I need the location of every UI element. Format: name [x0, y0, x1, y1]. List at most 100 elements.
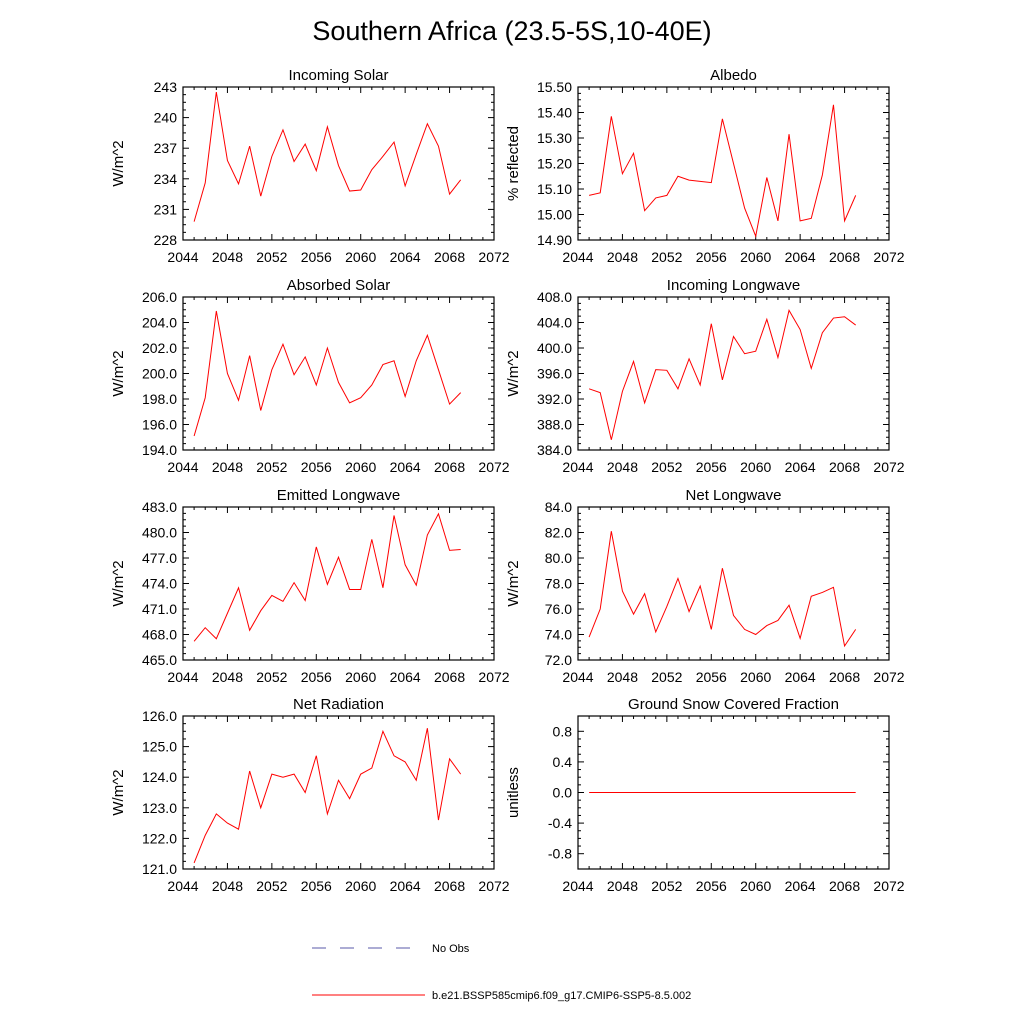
- y-tick-label: 15.10: [537, 181, 572, 197]
- y-tick-label: 474.0: [142, 576, 177, 592]
- y-tick-label: 0.4: [553, 754, 573, 770]
- x-tick-label: 2052: [256, 878, 287, 894]
- y-tick-label: 240: [154, 110, 178, 126]
- y-tick-label: 82.0: [545, 525, 572, 541]
- y-tick-label: 0.8: [553, 723, 573, 739]
- y-tick-label: 15.20: [537, 156, 572, 172]
- series-line: [588, 531, 857, 648]
- y-tick-label: 15.50: [537, 79, 572, 95]
- x-tick-label: 2052: [256, 669, 287, 685]
- x-tick-label: 2064: [785, 669, 816, 685]
- y-tick-label: 388.0: [537, 417, 572, 433]
- y-tick-label: 124.0: [142, 769, 177, 785]
- x-tick-label: 2068: [829, 878, 860, 894]
- series-line: [193, 728, 462, 864]
- x-tick-label: 2052: [256, 249, 287, 265]
- y-tick-label: 396.0: [537, 366, 572, 382]
- x-tick-label: 2056: [696, 878, 727, 894]
- legend: No Obs b.e21.BSSP585cmip6.f09_g17.CMIP6-…: [312, 943, 691, 1002]
- y-tick-label: 76.0: [545, 601, 572, 617]
- y-tick-label: 196.0: [142, 417, 177, 433]
- y-axis-label: W/m^2: [110, 350, 127, 396]
- x-tick-label: 2052: [651, 249, 682, 265]
- y-tick-label: 126.0: [142, 708, 177, 724]
- legend-model-label: b.e21.BSSP585cmip6.f09_g17.CMIP6-SSP5-8.…: [432, 990, 691, 1002]
- y-axis-label: W/m^2: [110, 140, 127, 186]
- y-tick-label: 15.00: [537, 207, 572, 223]
- plot-frame: [577, 506, 890, 661]
- y-tick-label: 471.0: [142, 601, 177, 617]
- x-tick-label: 2052: [256, 459, 287, 475]
- x-tick-label: 2044: [167, 249, 198, 265]
- x-tick-label: 2060: [345, 459, 376, 475]
- plot-frame: [182, 296, 495, 451]
- chart-title: Net Radiation: [293, 696, 384, 713]
- plot-frame: [577, 715, 890, 870]
- y-tick-label: 15.40: [537, 105, 572, 121]
- x-tick-label: 2068: [434, 669, 465, 685]
- x-tick-label: 2068: [434, 249, 465, 265]
- y-tick-label: 231: [154, 201, 178, 217]
- x-tick-label: 2072: [873, 249, 904, 265]
- x-tick-label: 2060: [345, 669, 376, 685]
- chart-panel: Net Longwave 2044 2048 2052 2056 2060 2064 2068…: [505, 487, 905, 685]
- chart-panel: Incoming Longwave 2044 2048 2052 2056 2060 206…: [505, 277, 905, 475]
- x-tick-label: 2064: [785, 459, 816, 475]
- chart-title: Incoming Solar: [288, 67, 388, 84]
- plot-frame: [182, 506, 495, 661]
- y-tick-label: 483.0: [142, 499, 177, 515]
- x-tick-label: 2060: [345, 878, 376, 894]
- y-tick-label: 198.0: [142, 391, 177, 407]
- y-tick-label: 384.0: [537, 442, 572, 458]
- x-tick-label: 2044: [562, 669, 593, 685]
- chart-panel: Incoming Solar 2044 2048 2052 2056 2060 2064 20…: [110, 67, 510, 265]
- y-tick-label: -0.4: [548, 815, 572, 831]
- y-tick-label: 194.0: [142, 442, 177, 458]
- series-line: [193, 92, 462, 222]
- x-tick-label: 2072: [478, 669, 509, 685]
- y-tick-label: 122.0: [142, 830, 177, 846]
- x-tick-label: 2056: [696, 669, 727, 685]
- series-line: [193, 310, 462, 437]
- y-tick-label: 72.0: [545, 652, 572, 668]
- x-tick-label: 2048: [607, 669, 638, 685]
- x-tick-label: 2044: [167, 669, 198, 685]
- x-tick-label: 2052: [651, 459, 682, 475]
- x-tick-label: 2064: [390, 669, 421, 685]
- x-tick-label: 2044: [562, 249, 593, 265]
- chart-panel: Ground Snow Covered Fraction 2044 2048 2052…: [505, 696, 905, 894]
- chart-title: Emitted Longwave: [277, 487, 400, 504]
- x-tick-label: 2044: [562, 878, 593, 894]
- y-tick-label: 202.0: [142, 340, 177, 356]
- x-tick-label: 2064: [785, 878, 816, 894]
- y-tick-label: 14.90: [537, 232, 572, 248]
- y-axis-label: W/m^2: [110, 560, 127, 606]
- series-line: [588, 309, 856, 440]
- x-tick-label: 2060: [740, 669, 771, 685]
- x-tick-label: 2068: [829, 669, 860, 685]
- y-tick-label: 206.0: [142, 289, 177, 305]
- x-tick-label: 2048: [212, 249, 243, 265]
- y-tick-label: 408.0: [537, 289, 572, 305]
- x-tick-label: 2072: [873, 878, 904, 894]
- x-tick-label: 2048: [607, 249, 638, 265]
- chart-title: Albedo: [710, 67, 757, 84]
- y-axis-label: W/m^2: [505, 560, 522, 606]
- y-tick-label: 400.0: [537, 340, 572, 356]
- x-tick-label: 2056: [301, 878, 332, 894]
- x-tick-label: 2064: [390, 878, 421, 894]
- series-line: [588, 104, 857, 238]
- x-tick-label: 2072: [873, 459, 904, 475]
- x-tick-label: 2060: [740, 878, 771, 894]
- y-tick-label: 78.0: [545, 576, 572, 592]
- y-tick-label: -0.8: [548, 846, 572, 862]
- x-tick-label: 2060: [740, 249, 771, 265]
- y-axis-label: % reflected: [505, 126, 522, 201]
- x-tick-label: 2060: [345, 249, 376, 265]
- plot-frame: [577, 86, 890, 241]
- series-line: [193, 512, 461, 642]
- x-tick-label: 2068: [434, 878, 465, 894]
- x-tick-label: 2056: [301, 459, 332, 475]
- y-tick-label: 228: [154, 232, 178, 248]
- x-tick-label: 2048: [212, 459, 243, 475]
